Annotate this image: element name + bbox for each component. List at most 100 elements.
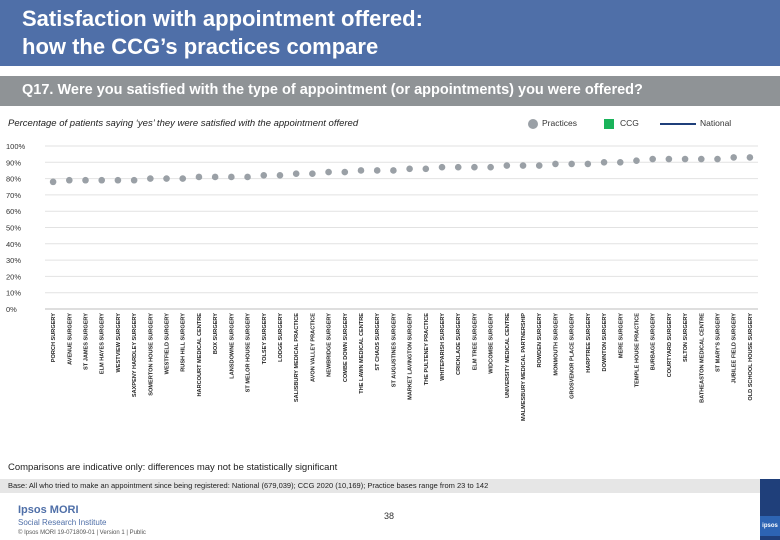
page-number: 38 [384, 511, 395, 521]
data-point [600, 159, 608, 166]
x-tick-label: ELM TREE SURGERY [472, 313, 478, 371]
x-tick-label: MONMOUTH SURGERY [553, 313, 559, 376]
x-tick-label: THE PULTENEY PRACTICE [424, 313, 430, 385]
data-point [406, 165, 413, 173]
data-point [730, 154, 737, 161]
data-point [292, 170, 300, 178]
data-point [357, 167, 365, 174]
y-tick-label: 20% [6, 272, 21, 281]
data-point [276, 172, 284, 179]
x-tick-label: ST JAMES SURGERY [84, 313, 90, 370]
data-point [471, 163, 478, 171]
data-point [681, 155, 689, 163]
data-point [49, 178, 57, 186]
x-tick-label: WESTVIEW SURGERY [116, 313, 122, 373]
legend-label-practices: Practices [542, 118, 577, 128]
question-text: Q17. Were you satisfied with the type of… [22, 82, 643, 98]
data-point [260, 172, 268, 179]
title-band: Satisfaction with appointment offered: h… [0, 0, 780, 66]
legend-label-ccg: CCG [620, 118, 639, 128]
x-tick-label: ELM HAYES SURGERY [100, 313, 106, 374]
data-point [697, 155, 705, 163]
x-tick-label: ROWDEN SURGERY [537, 313, 543, 368]
y-tick-label: 30% [6, 256, 21, 265]
x-tick-label: SILTON SURGERY [683, 313, 689, 362]
y-tick-label: 10% [6, 289, 21, 298]
data-point [535, 162, 543, 169]
brand-subtitle: Social Research Institute [18, 518, 107, 527]
question-band: Q17. Were you satisfied with the type of… [0, 76, 780, 106]
data-point [114, 176, 122, 184]
data-point [390, 167, 397, 174]
x-tick-label: UNIVERSITY MEDICAL CENTRE [505, 313, 511, 398]
legend-label-national: National [700, 118, 732, 128]
data-point [568, 160, 575, 168]
data-point [82, 176, 89, 184]
x-tick-label: HARCOURT MEDICAL CENTRE [197, 313, 203, 397]
x-tick-label: LANSDOWNE SURGERY [229, 313, 235, 379]
x-tick-label: HARPTREE SURGERY [586, 313, 592, 373]
data-point [341, 168, 349, 176]
x-tick-label: SAXPENY HARDLEY SURGERY [132, 313, 138, 397]
x-tick-label: SOMERTON HOUSE SURGERY [148, 313, 154, 396]
x-tick-label: ST AUGUSTINES SURGERY [391, 313, 397, 387]
data-point [633, 157, 640, 164]
page-title-line1: Satisfaction with appointment offered: [22, 6, 423, 31]
x-tick-label: ST MARY'S SURGERY [715, 313, 721, 372]
x-tick-label: ST CHADS SURGERY [375, 313, 381, 371]
x-tick-label: MERE SURGERY [618, 313, 624, 358]
caveat-note: Comparisons are indicative only: differe… [8, 462, 338, 473]
legend-swatch-national [660, 123, 696, 125]
data-point [309, 170, 316, 178]
x-tick-label: LODGE SURGERY [278, 313, 284, 362]
x-tick-label: TEMPLE HOUSE PRACTICE [634, 313, 640, 388]
data-point [519, 162, 527, 169]
ipsos-logo: ipsos [760, 516, 780, 536]
x-tick-label: WIDCOMBE SURGERY [489, 313, 495, 374]
data-point [503, 162, 511, 169]
data-point [487, 163, 494, 171]
data-point [584, 160, 592, 168]
x-tick-label: NEWBRIDGE SURGERY [327, 313, 333, 377]
x-tick-label: MARKET LAVINGTON SURGERY [408, 313, 414, 400]
y-tick-label: 40% [6, 240, 21, 249]
data-point [325, 168, 332, 176]
data-point [66, 176, 73, 184]
x-tick-label: RUSH HILL SURGERY [181, 313, 187, 372]
data-point [228, 173, 235, 181]
x-tick-label: AVENUE SURGERY [67, 313, 73, 365]
data-point [179, 175, 187, 182]
data-point [211, 173, 219, 181]
x-tick-label: BURBAGE SURGERY [651, 313, 657, 371]
x-tick-label: PORCH SURGERY [51, 313, 57, 362]
x-tick-label: COURTYARD SURGERY [667, 313, 673, 378]
data-point [163, 175, 170, 182]
data-point [98, 176, 106, 184]
x-tick-label: WESTFIELD SURGERY [165, 313, 171, 375]
base-text: Base: All who tried to make an appointme… [8, 481, 489, 490]
data-point [454, 163, 462, 171]
x-tick-label: MALMESBURY MEDICAL PARTNERSHIP [521, 313, 527, 421]
brand-name: Ipsos MORI [18, 504, 79, 516]
x-tick-label: BOX SURGERY [213, 313, 219, 354]
data-point [244, 173, 251, 181]
data-point [552, 160, 559, 168]
y-tick-label: 70% [6, 191, 21, 200]
x-tick-label: DOWNTON SURGERY [602, 313, 608, 372]
x-tick-label: ST MELOR HOUSE SURGERY [246, 313, 252, 393]
chart-subtitle: Percentage of patients saying ‘yes’ they… [8, 118, 359, 129]
data-point [438, 163, 446, 171]
x-tick-label: OLD SCHOOL HOUSE SURGERY [748, 313, 754, 401]
legend-swatch-ccg [604, 119, 614, 129]
x-tick-label: BATHEASTON MEDICAL CENTRE [699, 313, 705, 403]
x-tick-label: WHITEPARISH SURGERY [440, 313, 446, 381]
data-point [649, 155, 656, 163]
x-tick-label: JUBILEE FIELD SURGERY [732, 313, 738, 384]
y-tick-label: 60% [6, 207, 21, 216]
data-point [195, 173, 203, 181]
y-tick-label: 80% [6, 175, 21, 184]
x-tick-label: TOLSEY SURGERY [262, 313, 268, 364]
x-tick-label: AVON VALLEY PRACTICE [310, 313, 316, 382]
x-tick-label: GROSVENOR PLACE SURGERY [570, 313, 576, 399]
data-point [147, 175, 154, 182]
